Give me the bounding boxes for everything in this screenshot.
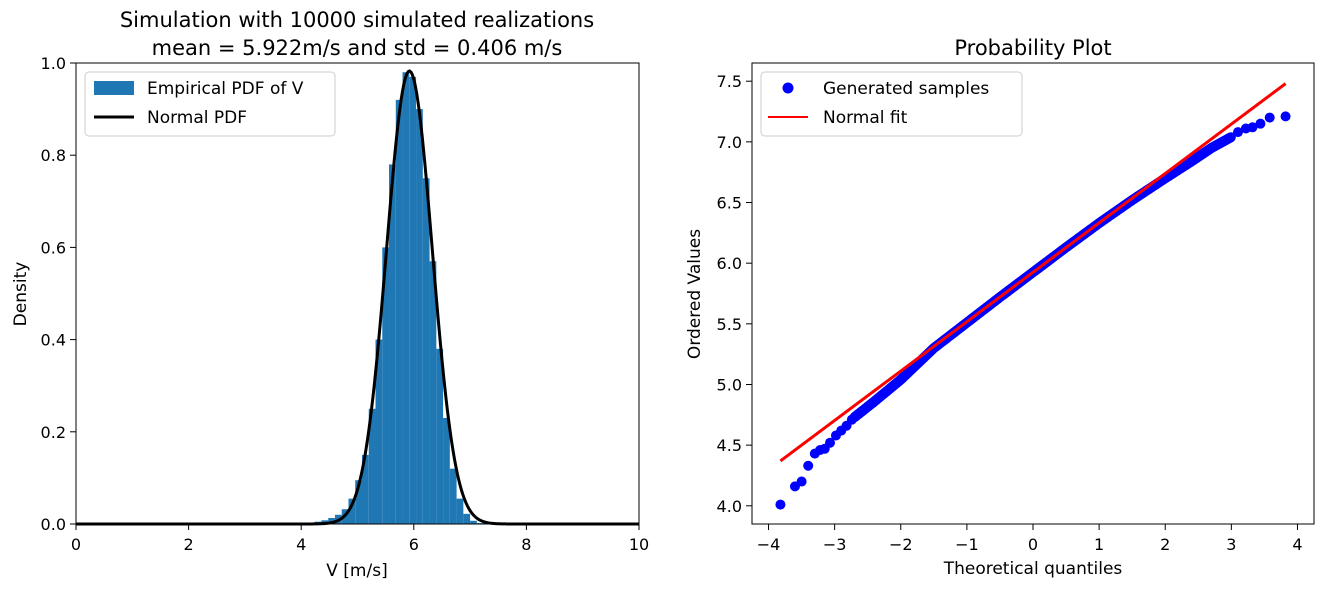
histogram-bar (449, 468, 457, 524)
histogram-bar (368, 408, 376, 524)
left-y-axis-label: Density (11, 262, 31, 327)
sample-point (1247, 122, 1258, 133)
sample-point (796, 476, 807, 487)
left-plot-area (76, 69, 639, 526)
y-tick-label: 6.0 (717, 254, 742, 273)
x-tick-label: 0 (1028, 535, 1038, 554)
histogram-bar (463, 513, 471, 524)
left-chart: Simulation with 10000 simulated realizat… (11, 8, 649, 581)
left-x-axis: 0 2 4 6 8 10 (71, 524, 649, 554)
right-plot-area (775, 82, 1291, 510)
right-legend-box (760, 71, 1023, 137)
x-tick-label: −2 (889, 535, 913, 554)
histogram-bar (348, 498, 356, 524)
left-y-axis: 0.0 0.2 0.4 0.6 0.8 1.0 (41, 54, 76, 534)
histogram-bar (328, 518, 335, 524)
x-tick-label: 0 (71, 535, 81, 554)
x-tick-label: −3 (823, 535, 847, 554)
left-chart-title-line-2: mean = 5.922m/s and std = 0.406 m/s (152, 36, 563, 60)
normal-pdf-line (76, 69, 639, 526)
histogram-bar (395, 99, 403, 524)
right-legend: Generated samples Normal fit (760, 71, 1023, 137)
sample-point (803, 460, 814, 471)
normal-fit-line (779, 82, 1287, 463)
right-x-axis: −4 −3 −2 −1 0 1 2 3 4 (757, 524, 1303, 554)
sample-point (825, 437, 836, 448)
y-tick-label: 4.0 (717, 497, 742, 516)
x-tick-label: 6 (409, 535, 419, 554)
legend-label-empirical-pdf: Empirical PDF of V (147, 79, 304, 99)
x-tick-label: 4 (1292, 535, 1302, 554)
left-x-axis-label: V [m/s] (326, 561, 387, 581)
histogram-bar (375, 339, 383, 524)
right-chart: Probability Plot −4 −3 −2 −1 0 1 2 3 4 4.0 4.5 5.0… (685, 36, 1315, 579)
histogram-bar (429, 261, 437, 524)
y-tick-label: 5.5 (717, 315, 742, 334)
legend-swatch-generated-samples (782, 82, 794, 94)
left-legend: Empirical PDF of V Normal PDF (84, 71, 336, 137)
legend-swatch-histogram (94, 81, 134, 95)
histogram-bar (389, 164, 396, 525)
histogram-bar (362, 454, 369, 524)
y-tick-label: 6.5 (717, 194, 742, 213)
x-tick-label: 4 (296, 535, 306, 554)
y-tick-label: 0.4 (41, 331, 66, 350)
right-chart-title: Probability Plot (954, 36, 1111, 60)
y-tick-label: 0.0 (41, 515, 66, 534)
sample-point (775, 499, 786, 510)
legend-label-generated-samples: Generated samples (823, 79, 989, 99)
sample-point (1264, 112, 1275, 123)
x-tick-label: −1 (955, 535, 979, 554)
x-tick-label: 3 (1226, 535, 1236, 554)
histogram-bar (436, 348, 444, 524)
y-tick-label: 0.2 (41, 423, 66, 442)
sample-point (846, 414, 857, 425)
x-tick-label: 10 (629, 535, 649, 554)
y-tick-label: 7.0 (717, 133, 742, 152)
right-y-axis-label: Ordered Values (685, 229, 705, 359)
right-x-axis-label: Theoretical quantiles (943, 559, 1123, 579)
histogram-bar (422, 178, 430, 524)
histogram-bar (382, 247, 390, 524)
histogram-bar (443, 417, 450, 524)
x-tick-label: 1 (1094, 535, 1104, 554)
left-chart-title-line-1: Simulation with 10000 simulated realizat… (120, 8, 594, 32)
histogram-bar (456, 498, 464, 524)
histogram-bar (355, 480, 363, 524)
legend-label-normal-pdf: Normal PDF (147, 108, 247, 128)
y-tick-label: 7.5 (717, 72, 742, 91)
y-tick-label: 5.0 (717, 375, 742, 394)
sample-point (1255, 118, 1266, 129)
histogram-bar (470, 520, 477, 524)
histogram-bar (416, 109, 423, 524)
y-tick-label: 0.6 (41, 238, 66, 257)
x-tick-label: −4 (757, 535, 781, 554)
x-tick-label: 2 (184, 535, 194, 554)
sample-point (1280, 111, 1291, 122)
x-tick-label: 2 (1160, 535, 1170, 554)
x-tick-label: 8 (521, 535, 531, 554)
sample-point (1232, 127, 1243, 138)
left-axes-frame (75, 62, 640, 525)
legend-label-normal-fit: Normal fit (823, 108, 908, 128)
sample-point (1225, 132, 1236, 143)
y-tick-label: 4.5 (717, 436, 742, 455)
histogram-bar (402, 72, 410, 524)
y-tick-label: 0.8 (41, 146, 66, 165)
right-y-axis: 4.0 4.5 5.0 5.5 6.0 6.5 7.0 7.5 (717, 72, 752, 516)
left-legend-box (84, 71, 336, 137)
histogram-bar (409, 76, 417, 524)
y-tick-label: 1.0 (41, 54, 66, 73)
